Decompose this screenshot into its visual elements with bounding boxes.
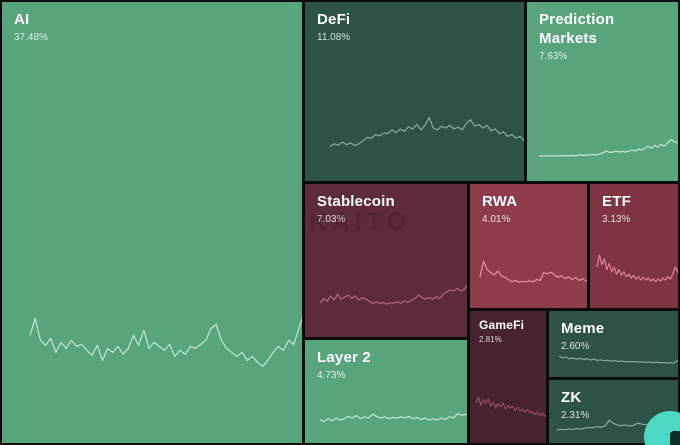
tile-percentage: 4.01% (482, 213, 511, 225)
tile-title: ETF (602, 193, 631, 210)
tile-percentage: 11.08% (317, 31, 351, 43)
kaito-logo-mark (670, 430, 680, 445)
sparkline-chart (597, 238, 678, 290)
tile-percentage: 37.48% (14, 31, 48, 43)
tile-title: DeFi (317, 11, 351, 28)
treemap-tile-ai[interactable]: AI 37.48% (2, 2, 302, 443)
tile-percentage: 3.13% (602, 213, 631, 225)
tile-percentage: 7.03% (317, 213, 346, 225)
sparkline-chart (476, 380, 546, 425)
sparkline-chart (30, 285, 302, 393)
tile-title: RWA (482, 193, 518, 210)
tile-title: GameFi (479, 318, 525, 332)
sparkline-chart (330, 108, 524, 158)
treemap-tile-etf[interactable]: ETF 3.13% (590, 184, 678, 308)
tile-title: Meme (561, 320, 605, 337)
tile-title: Layer 2 (317, 349, 371, 366)
tile-title: AI (14, 11, 30, 28)
treemap-tile-gamefi[interactable]: GameFi 2.81% (470, 311, 546, 443)
tile-title: Prediction Markets (539, 11, 615, 47)
treemap-tile-prediction-markets[interactable]: Prediction Markets 7.63% (527, 2, 678, 181)
treemap-tile-layer2[interactable]: Layer 2 4.73% (305, 340, 467, 443)
sparkline-chart (480, 240, 587, 290)
tile-percentage: 2.60% (561, 340, 590, 352)
sparkline-chart (559, 348, 678, 369)
sparkline-chart (320, 272, 467, 317)
tile-percentage: 7.63% (539, 50, 568, 62)
treemap-tile-rwa[interactable]: RWA 4.01% (470, 184, 587, 308)
sparkline-chart (539, 109, 678, 161)
tile-percentage: 2.31% (561, 409, 590, 421)
treemap-tile-meme[interactable]: Meme 2.60% (549, 311, 678, 377)
tile-percentage: 4.73% (317, 369, 346, 381)
tile-title: Stablecoin (317, 193, 395, 210)
tile-percentage: 2.81% (479, 335, 502, 344)
treemap-tile-defi[interactable]: DeFi 11.08% (305, 2, 524, 181)
tile-title: ZK (561, 389, 582, 406)
treemap-tile-stablecoin[interactable]: Stablecoin 7.03% (305, 184, 467, 337)
sparkline-chart (320, 393, 467, 429)
